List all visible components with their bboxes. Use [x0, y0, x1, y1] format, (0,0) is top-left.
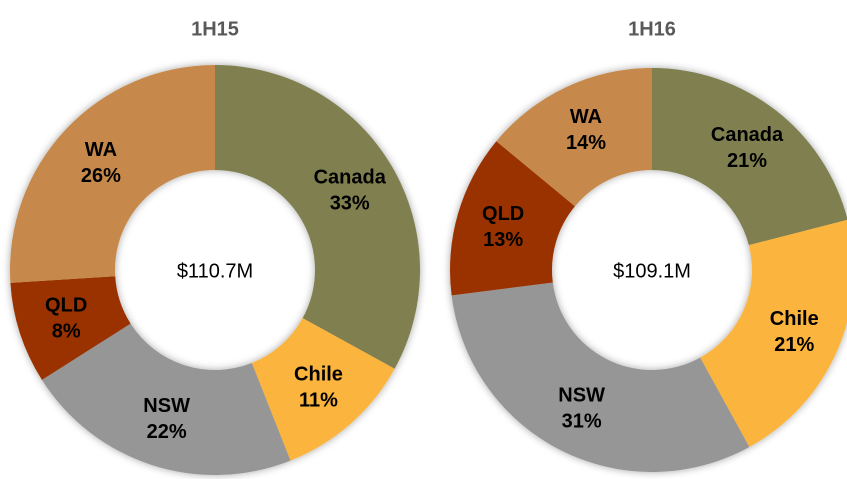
donut-slice	[215, 65, 420, 369]
slice-label: WA	[85, 139, 117, 161]
slice-value-label: 33%	[330, 193, 370, 215]
slice-label: QLD	[482, 203, 524, 225]
slice-value-label: 21%	[774, 334, 814, 356]
chart-title: 1H16	[628, 18, 676, 40]
slice-label: WA	[570, 106, 602, 128]
slice-value-label: 26%	[81, 165, 121, 187]
donut-slice	[10, 276, 131, 380]
slice-value-label: 11%	[299, 390, 338, 412]
slice-label: QLD	[45, 295, 87, 317]
center-label: $109.1M	[613, 260, 691, 282]
donut	[9, 65, 420, 475]
slice-label: Canada	[711, 124, 784, 146]
donut-slice	[652, 68, 847, 246]
slice-value-label: 8%	[52, 321, 81, 343]
slice-value-label: 22%	[147, 421, 187, 443]
chart-title: 1H15	[191, 18, 239, 40]
slice-label: Canada	[314, 167, 387, 189]
slice-label: Chile	[294, 364, 343, 386]
donut	[450, 68, 847, 472]
donut-slice	[451, 282, 750, 472]
slice-label: NSW	[143, 395, 190, 417]
donut-slice	[41, 323, 291, 475]
slice-value-label: 21%	[727, 150, 767, 172]
slice-value-label: 13%	[483, 229, 523, 251]
donut-slice	[9, 65, 215, 283]
slice-label: Chile	[770, 308, 819, 330]
center-label: $110.7M	[177, 260, 253, 282]
donut-slice	[700, 219, 847, 448]
donut-slice	[496, 68, 652, 207]
donut-slice	[450, 141, 575, 296]
slice-label: NSW	[558, 384, 605, 406]
donut-slice	[251, 318, 395, 461]
slice-value-label: 31%	[562, 410, 602, 432]
slice-value-label: 14%	[566, 132, 606, 154]
